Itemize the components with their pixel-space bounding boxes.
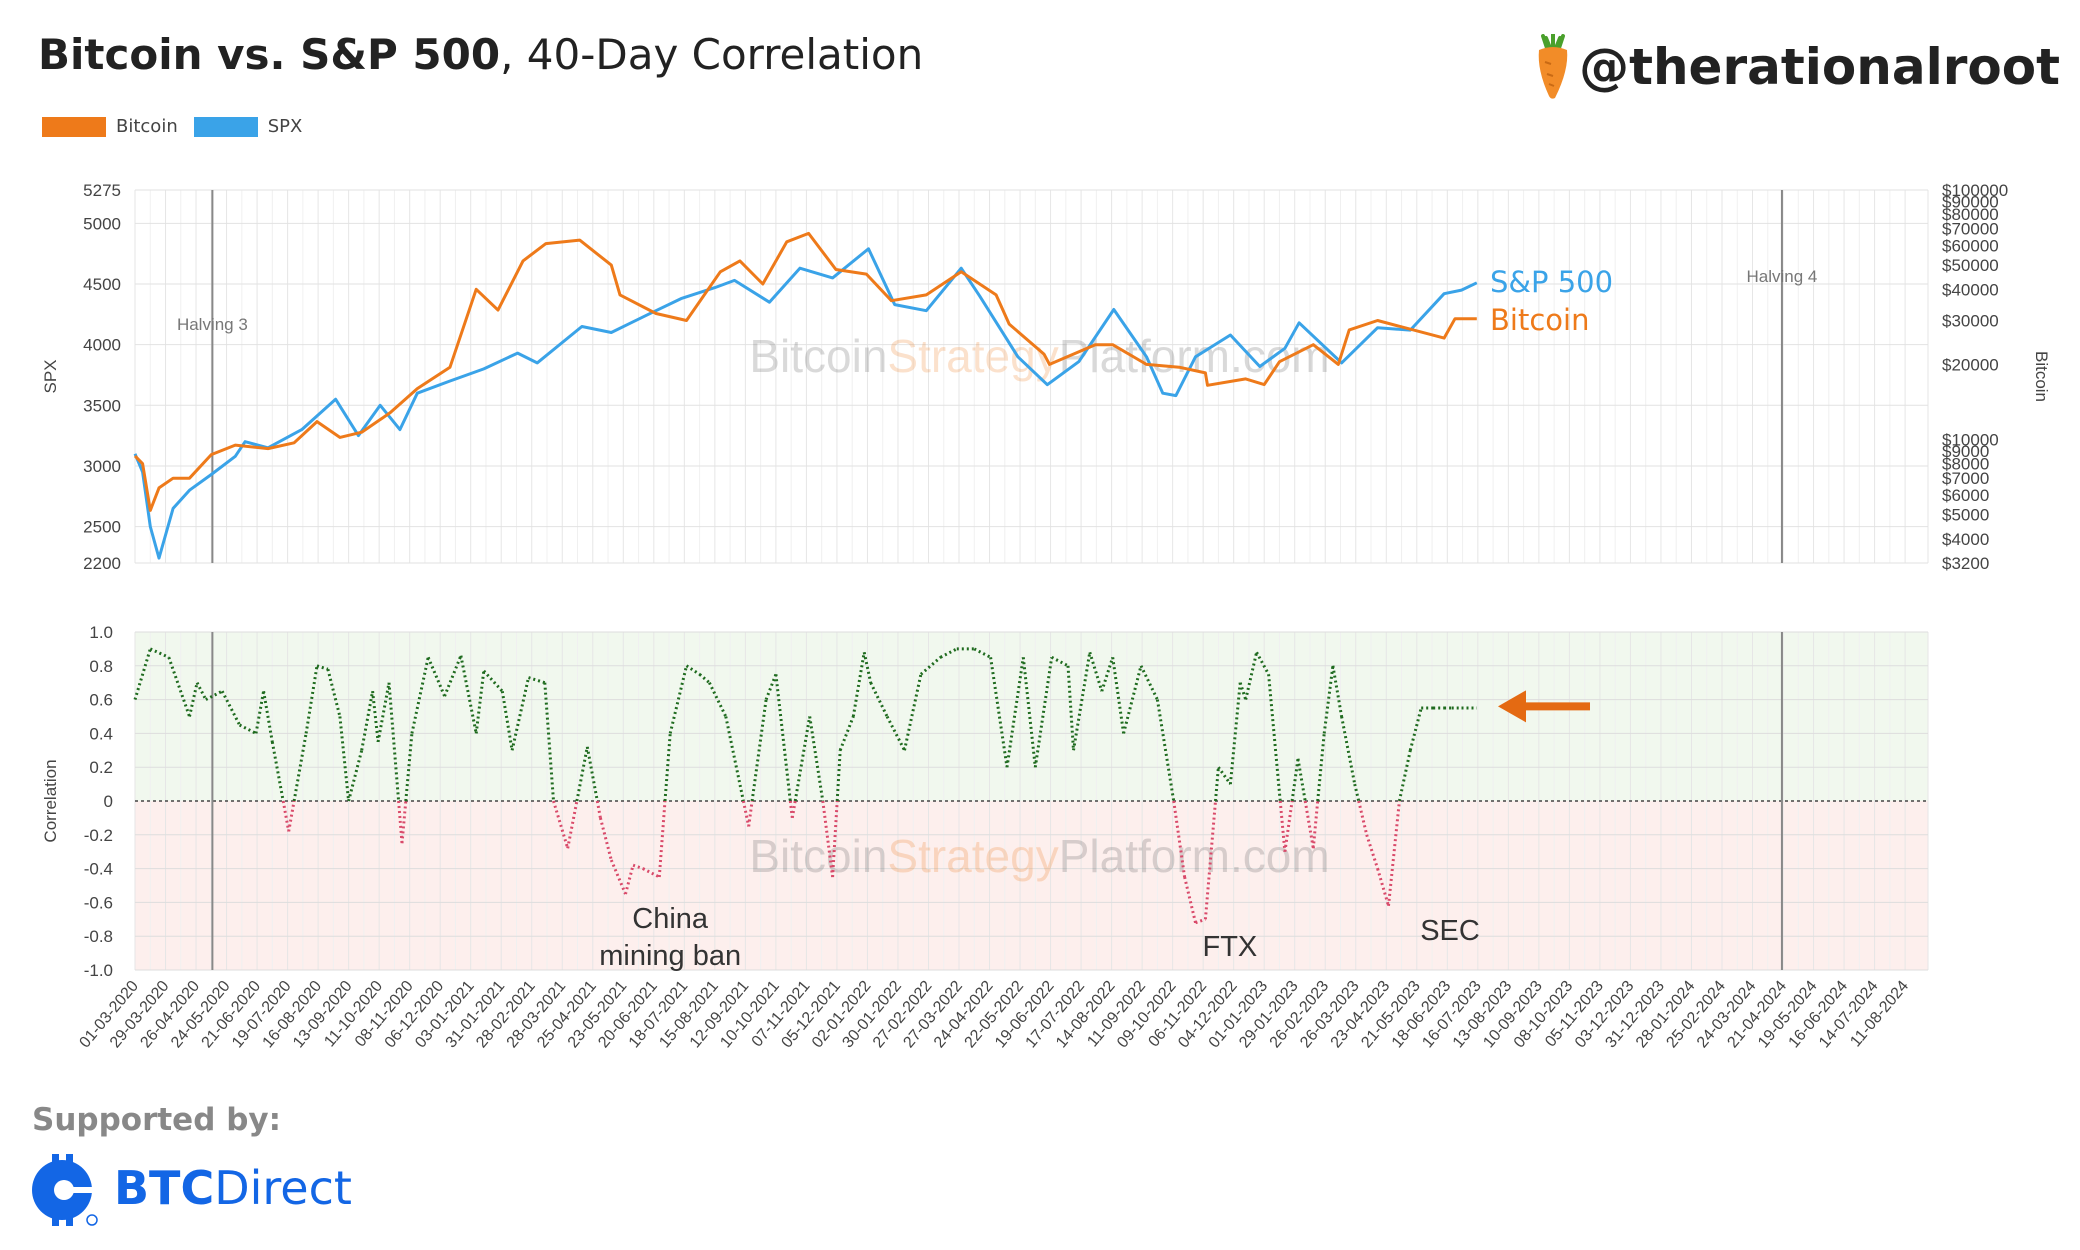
spx-tick-label: 2500 — [83, 518, 121, 537]
latest-value-arrowhead — [1498, 690, 1526, 723]
corr-tick-label: 0.8 — [89, 657, 113, 676]
series-line-spx — [133, 247, 1478, 560]
bitcoin-tick-label: $3200 — [1942, 554, 1989, 573]
bitcoin-tick-label: $6000 — [1942, 486, 1989, 505]
bitcoin-tick-label: $50000 — [1942, 256, 1999, 275]
bitcoin-tick-label: $100000 — [1942, 181, 2008, 200]
corr-tick-label: -1.0 — [84, 961, 113, 980]
halving-marker-label: Halving 3 — [177, 315, 248, 334]
event-annotation: FTX — [1202, 931, 1257, 963]
bitcoin-tick-label: $30000 — [1942, 311, 1999, 330]
bitcoin-tick-label: $8000 — [1942, 455, 1989, 474]
spx-tick-label: 5000 — [83, 214, 121, 233]
spx-tick-label: 5275 — [83, 181, 121, 200]
legend-label-bitcoin: Bitcoin — [116, 116, 178, 137]
correlation-line-positive — [133, 647, 1477, 802]
bitcoin-axis-title: Bitcoin — [2032, 351, 2051, 402]
series-end-label: Bitcoin — [1490, 303, 1589, 337]
bitcoin-tick-label: $7000 — [1942, 469, 1989, 488]
bitcoin-tick-label: $70000 — [1942, 220, 1999, 239]
bitcoin-tick-label: $10000 — [1942, 431, 1999, 450]
corr-tick-label: 0.4 — [89, 724, 113, 743]
negative-zone — [135, 801, 1928, 970]
bitcoin-tick-label: $9000 — [1942, 442, 1989, 461]
event-annotation: China — [632, 903, 709, 935]
supported-by-label: Supported by: — [32, 1102, 281, 1138]
corr-axis-title: Correlation — [41, 759, 60, 842]
corr-tick-label: 1.0 — [89, 623, 113, 642]
corr-watermark: BitcoinStrategyPlatform.com — [749, 830, 1329, 882]
chart-title: Bitcoin vs. S&P 500, 40-Day Correlation — [38, 30, 923, 79]
bitcoin-tick-label: $40000 — [1942, 280, 1999, 299]
carrot-icon — [1538, 34, 1568, 99]
bitcoin-tick-label: $60000 — [1942, 236, 1999, 255]
bitcoin-tick-label: $20000 — [1942, 355, 1999, 374]
spx-axis-title: SPX — [41, 359, 60, 393]
sponsor-logo[interactable]: BTCDirect — [30, 1148, 352, 1228]
corr-tick-label: -0.8 — [84, 927, 113, 946]
legend-item-bitcoin[interactable]: Bitcoin — [42, 116, 178, 137]
spx-tick-label: 4000 — [83, 336, 121, 355]
bitcoin-tick-label: $5000 — [1942, 506, 1989, 525]
series-line-bitcoin — [133, 231, 1477, 512]
price-panel: 2200 2500 3000 3500 4000 4500 5000 5275 $3200 $40… — [41, 181, 2051, 573]
corr-tick-label: -0.4 — [84, 860, 113, 879]
legend-label-spx: SPX — [267, 116, 303, 137]
event-annotation: SEC — [1420, 915, 1480, 947]
legend: Bitcoin SPX — [42, 116, 318, 137]
series-end-label: S&P 500 — [1490, 265, 1613, 299]
handle-text: @therationalroot — [1579, 38, 2060, 96]
corr-tick-label: -0.6 — [84, 893, 113, 912]
legend-swatch-bitcoin — [42, 116, 106, 137]
title-rest: , 40-Day Correlation — [500, 30, 924, 79]
corr-tick-label: -0.2 — [84, 826, 113, 845]
correlation-panel: 1.0 0.8 0.6 0.4 0.2 0 -0.2 -0.4 -0.6 -0.8 -1.0 Corr… — [41, 623, 1929, 1051]
positive-zone — [135, 632, 1928, 801]
author-handle: @therationalroot — [1533, 34, 2060, 100]
corr-tick-label: 0.2 — [89, 758, 113, 777]
bitcoin-tick-label: $80000 — [1942, 205, 1999, 224]
spx-tick-label: 3000 — [83, 457, 121, 476]
spx-tick-label: 3500 — [83, 396, 121, 415]
event-annotation: mining ban — [599, 940, 741, 972]
btc-direct-logo-icon — [32, 1154, 98, 1226]
spx-tick-label: 4500 — [83, 275, 121, 294]
price-watermark: BitcoinStrategyPlatform.com — [749, 330, 1329, 382]
corr-tick-label: 0.6 — [89, 691, 113, 710]
halving-marker-label: Halving 4 — [1747, 267, 1818, 286]
correlation-line-negative — [281, 800, 1401, 925]
corr-tick-label: 0 — [104, 792, 113, 811]
bitcoin-tick-label: $90000 — [1942, 192, 1999, 211]
title-bold: Bitcoin vs. S&P 500 — [38, 30, 501, 79]
legend-swatch-spx — [193, 116, 258, 137]
spx-tick-label: 2200 — [83, 554, 121, 573]
chart-canvas: 2200 2500 3000 3500 4000 4500 5000 5275 $3200 $40… — [41, 181, 2051, 1051]
bitcoin-tick-label: $4000 — [1942, 530, 1989, 549]
sponsor-name: BTCDirect — [114, 1161, 352, 1215]
legend-item-spx[interactable]: SPX — [193, 116, 303, 137]
